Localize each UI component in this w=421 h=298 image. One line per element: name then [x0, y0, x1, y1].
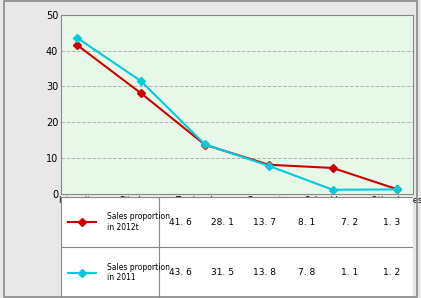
FancyBboxPatch shape: [61, 197, 413, 298]
Text: 1. 2: 1. 2: [383, 268, 400, 277]
Text: 1. 1: 1. 1: [341, 268, 358, 277]
Text: 13. 7: 13. 7: [253, 218, 277, 226]
Text: Sales proportion
in 2012t: Sales proportion in 2012t: [107, 212, 170, 232]
Text: Sales proportion
in 2011: Sales proportion in 2011: [107, 263, 170, 283]
Text: 31. 5: 31. 5: [211, 268, 234, 277]
Text: 1. 3: 1. 3: [383, 218, 400, 226]
Text: 13. 8: 13. 8: [253, 268, 277, 277]
Text: 41. 6: 41. 6: [169, 218, 192, 226]
Text: 8. 1: 8. 1: [298, 218, 316, 226]
Text: 43. 6: 43. 6: [169, 268, 192, 277]
Text: 7. 8: 7. 8: [298, 268, 316, 277]
Text: 7. 2: 7. 2: [341, 218, 358, 226]
Text: 28. 1: 28. 1: [211, 218, 234, 226]
